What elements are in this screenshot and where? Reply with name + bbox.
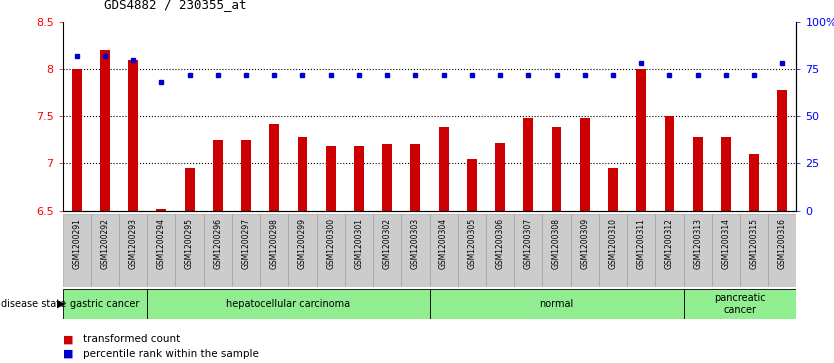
Text: GSM1200303: GSM1200303 <box>411 218 420 269</box>
Bar <box>749 154 759 211</box>
Bar <box>439 127 449 211</box>
Bar <box>711 214 740 287</box>
Text: GSM1200314: GSM1200314 <box>721 218 731 269</box>
Bar <box>684 289 796 319</box>
Bar <box>260 214 289 287</box>
Bar <box>458 214 486 287</box>
Text: gastric cancer: gastric cancer <box>70 299 139 309</box>
Bar <box>656 214 684 287</box>
Bar <box>354 146 364 211</box>
Bar <box>373 214 401 287</box>
Bar <box>241 140 251 211</box>
Bar <box>430 289 684 319</box>
Bar <box>317 214 344 287</box>
Bar <box>128 60 138 211</box>
Bar <box>768 214 796 287</box>
Bar <box>515 214 542 287</box>
Bar <box>467 159 477 211</box>
Text: GSM1200293: GSM1200293 <box>128 218 138 269</box>
Bar <box>665 116 675 211</box>
Text: GSM1200294: GSM1200294 <box>157 218 166 269</box>
Bar <box>184 168 194 211</box>
Bar <box>599 214 627 287</box>
Text: GSM1200307: GSM1200307 <box>524 218 533 269</box>
Bar <box>627 214 656 287</box>
Text: ■: ■ <box>63 334 73 344</box>
Bar <box>740 214 768 287</box>
Bar <box>684 214 711 287</box>
Text: GSM1200299: GSM1200299 <box>298 218 307 269</box>
Text: GDS4882 / 230355_at: GDS4882 / 230355_at <box>104 0 247 11</box>
Bar <box>148 289 430 319</box>
Bar <box>551 127 561 211</box>
Bar <box>175 214 203 287</box>
Bar <box>430 214 458 287</box>
Text: GSM1200316: GSM1200316 <box>778 218 786 269</box>
Text: pancreatic
cancer: pancreatic cancer <box>714 293 766 315</box>
Text: disease state: disease state <box>1 299 66 309</box>
Bar <box>542 214 570 287</box>
Bar <box>382 144 392 211</box>
Bar <box>777 90 787 211</box>
Text: GSM1200298: GSM1200298 <box>269 218 279 269</box>
Bar <box>119 214 148 287</box>
Text: GSM1200309: GSM1200309 <box>580 218 590 269</box>
Bar <box>269 124 279 211</box>
Text: GSM1200301: GSM1200301 <box>354 218 364 269</box>
Text: GSM1200304: GSM1200304 <box>440 218 448 269</box>
Text: GSM1200295: GSM1200295 <box>185 218 194 269</box>
Text: GSM1200313: GSM1200313 <box>693 218 702 269</box>
Bar <box>344 214 373 287</box>
Bar <box>326 146 335 211</box>
Text: normal: normal <box>540 299 574 309</box>
Text: GSM1200306: GSM1200306 <box>495 218 505 269</box>
Text: GSM1200292: GSM1200292 <box>100 218 109 269</box>
Bar <box>157 209 166 211</box>
Bar <box>148 214 175 287</box>
Text: GSM1200297: GSM1200297 <box>242 218 250 269</box>
Bar <box>524 118 533 211</box>
Text: GSM1200308: GSM1200308 <box>552 218 561 269</box>
Bar <box>410 144 420 211</box>
Bar <box>608 168 618 211</box>
Bar <box>289 214 317 287</box>
Text: GSM1200291: GSM1200291 <box>73 218 81 269</box>
Bar <box>298 137 308 211</box>
Bar <box>486 214 515 287</box>
Text: transformed count: transformed count <box>83 334 181 344</box>
Text: GSM1200305: GSM1200305 <box>467 218 476 269</box>
Text: GSM1200302: GSM1200302 <box>383 218 392 269</box>
Bar <box>232 214 260 287</box>
Text: GSM1200300: GSM1200300 <box>326 218 335 269</box>
Bar <box>721 137 731 211</box>
Bar <box>100 50 110 211</box>
Bar <box>580 118 590 211</box>
Bar <box>91 214 119 287</box>
Text: GSM1200296: GSM1200296 <box>214 218 223 269</box>
Bar <box>63 289 148 319</box>
Text: ■: ■ <box>63 349 73 359</box>
Bar <box>203 214 232 287</box>
Bar <box>72 69 82 211</box>
Text: ▶: ▶ <box>57 299 65 309</box>
Text: GSM1200310: GSM1200310 <box>609 218 617 269</box>
Text: GSM1200315: GSM1200315 <box>750 218 759 269</box>
Bar <box>401 214 430 287</box>
Bar <box>693 137 702 211</box>
Text: GSM1200312: GSM1200312 <box>665 218 674 269</box>
Bar <box>636 69 646 211</box>
Bar <box>213 140 223 211</box>
Text: hepatocellular carcinoma: hepatocellular carcinoma <box>226 299 350 309</box>
Bar <box>63 214 91 287</box>
Text: GSM1200311: GSM1200311 <box>636 218 646 269</box>
Bar <box>495 143 505 211</box>
Bar <box>570 214 599 287</box>
Text: percentile rank within the sample: percentile rank within the sample <box>83 349 259 359</box>
